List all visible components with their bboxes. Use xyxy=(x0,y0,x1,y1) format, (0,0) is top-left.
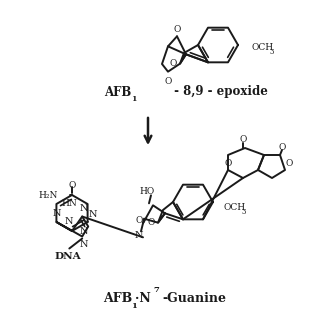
Text: O: O xyxy=(239,135,247,145)
Text: O: O xyxy=(169,59,177,68)
Text: O: O xyxy=(147,218,155,227)
Text: O: O xyxy=(164,77,172,86)
Text: DNA: DNA xyxy=(54,252,81,261)
Text: 3: 3 xyxy=(242,208,246,216)
Text: 3: 3 xyxy=(269,48,273,56)
Text: 1: 1 xyxy=(131,95,137,103)
Text: N: N xyxy=(64,218,73,227)
Text: OCH: OCH xyxy=(252,44,274,52)
Text: AFB: AFB xyxy=(103,292,132,305)
Text: O: O xyxy=(285,158,293,167)
Text: HN: HN xyxy=(62,199,77,209)
Text: OCH: OCH xyxy=(224,204,246,212)
Text: N: N xyxy=(88,210,97,219)
Text: O: O xyxy=(173,25,181,34)
Text: O: O xyxy=(278,143,286,153)
Text: HO: HO xyxy=(140,187,155,196)
Text: - 8,9 - epoxide: - 8,9 - epoxide xyxy=(170,85,268,99)
Text: O: O xyxy=(136,217,143,226)
Text: H₂N: H₂N xyxy=(39,190,58,199)
Text: N: N xyxy=(80,240,88,249)
Text: 7: 7 xyxy=(153,286,159,294)
Text: N: N xyxy=(80,204,88,213)
Text: ·N: ·N xyxy=(135,292,151,305)
Text: O: O xyxy=(68,180,76,189)
Text: -Guanine: -Guanine xyxy=(162,292,226,305)
Text: N: N xyxy=(80,227,89,236)
Text: AFB: AFB xyxy=(104,85,132,99)
Text: N: N xyxy=(52,210,61,219)
Text: O: O xyxy=(224,158,232,167)
Text: 1: 1 xyxy=(131,302,137,310)
Text: N: N xyxy=(135,231,143,240)
